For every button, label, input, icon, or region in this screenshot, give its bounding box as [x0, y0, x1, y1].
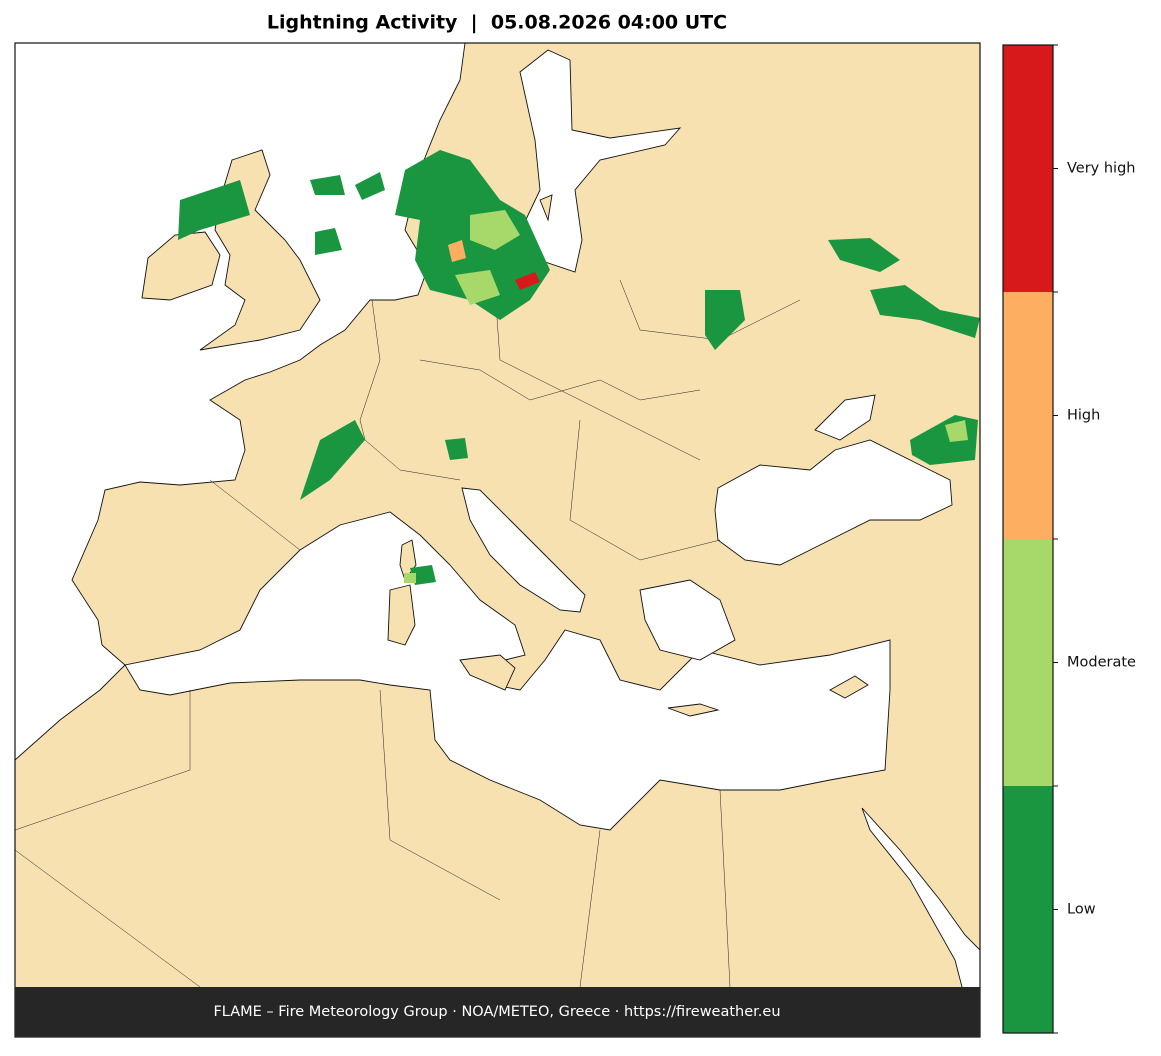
- lightning-patch: [410, 565, 436, 585]
- lightning-patch: [178, 180, 250, 240]
- colorbar-segment: [1003, 292, 1053, 539]
- azov-sea: [814, 394, 876, 441]
- lightning-patch: [515, 272, 540, 290]
- atlantic: [15, 43, 466, 761]
- lightning-patch: [445, 438, 468, 460]
- lightning-patch: [315, 228, 342, 255]
- crete: [667, 703, 720, 717]
- mediterranean: [124, 511, 891, 831]
- legend-label: Moderate: [1067, 655, 1136, 671]
- footer-bar: [15, 987, 980, 1037]
- lightning-patch: [870, 285, 980, 338]
- lightning-patch: [470, 210, 520, 250]
- legend-label: High: [1067, 408, 1100, 424]
- lightning-patch: [705, 290, 745, 350]
- sardinia: [387, 584, 416, 646]
- map: [14, 42, 981, 1038]
- colorbar: Low Moderate High Very high: [1002, 44, 1136, 1034]
- colorbar-segment: [1003, 45, 1053, 292]
- colorbar-segment: [1003, 539, 1053, 786]
- legend-label: Low: [1067, 902, 1096, 918]
- lightning-patch: [448, 240, 466, 262]
- borders: [15, 279, 801, 988]
- lightning-patches: [178, 150, 980, 585]
- footer-credit: FLAME – Fire Meteorology Group · NOA/MET…: [213, 1004, 780, 1020]
- lightning-patch: [300, 420, 365, 500]
- lightning-patch: [945, 420, 968, 442]
- legend-label: Very high: [1067, 161, 1135, 177]
- colorbar-segment: [1003, 786, 1053, 1033]
- lightning-patch: [828, 238, 900, 272]
- adriatic: [461, 487, 586, 613]
- red-sea: [861, 807, 980, 1037]
- lightning-patch: [455, 270, 500, 305]
- map-title: Lightning Activity | 05.08.2026 04:00 UT…: [267, 12, 727, 34]
- cyprus: [829, 675, 869, 699]
- aegean: [639, 579, 736, 661]
- black-sea: [714, 439, 953, 566]
- colorbar-frame: [1002, 44, 1054, 1034]
- lightning-patch: [355, 172, 385, 200]
- lightning-patch: [404, 573, 416, 583]
- lightning-patch: [310, 175, 345, 195]
- gotland: [539, 194, 553, 222]
- sicily: [459, 654, 516, 691]
